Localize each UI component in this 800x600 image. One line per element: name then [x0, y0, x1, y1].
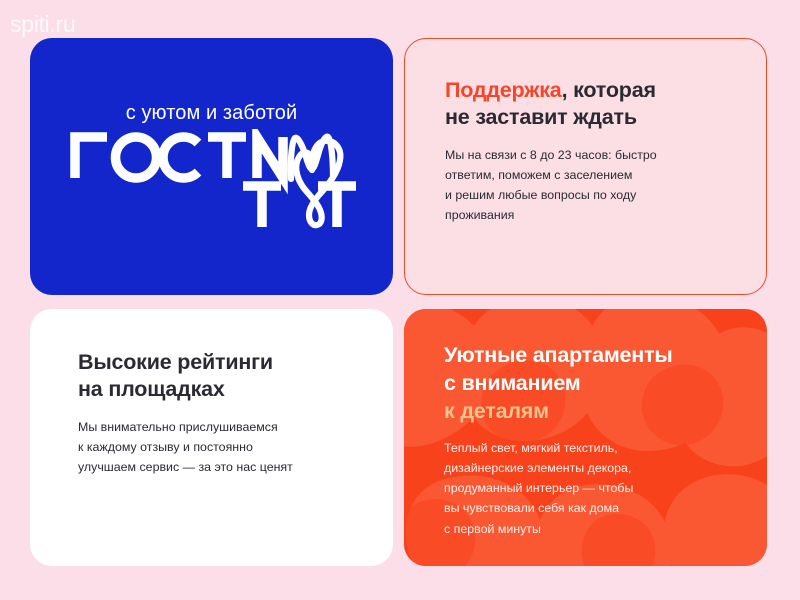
apartments-body-line2: дизайнерские элементы декора,	[444, 461, 632, 476]
ratings-body-line1: Мы внимательно прислушиваемся	[78, 419, 278, 434]
support-title-accent: Поддержка	[445, 78, 562, 102]
gostim-tut-logotype-icon	[69, 128, 356, 228]
support-title-rest: , которая	[561, 78, 656, 102]
brand-logo-card: с уютом и заботой	[30, 38, 393, 295]
watermark-spiti-ru: spiti.ru	[10, 11, 76, 37]
support-body-line3: и решим любые вопросы по ходу	[445, 187, 637, 202]
support-body-line2: ответим, поможем с заселением	[445, 167, 633, 182]
apartments-body-line3: продуманный интерьер — чтобы	[444, 481, 634, 496]
ratings-body-line2: к каждому отзыву и постоянно	[78, 439, 253, 454]
organic-blob-pattern	[404, 309, 767, 566]
ratings-title-line1: Высокие рейтинги	[78, 350, 273, 374]
ratings-body-line3: улучшаем сервис — за это нас ценят	[78, 459, 293, 474]
support-title-line2: не заставит ждать	[445, 105, 637, 130]
apartments-body-line4: вы чувствовали себя как дома	[444, 501, 620, 516]
apartments-card: Уютные апартаменты с вниманием к деталям…	[404, 309, 767, 566]
support-body-line1: Мы на связи с 8 до 23 часов: быстро	[445, 147, 657, 162]
ratings-title: Высокие рейтинги на площадках	[78, 349, 363, 404]
apartments-body-line5: с первой минуты	[444, 521, 541, 536]
apartments-content: Уютные апартаменты с вниманием к деталям…	[404, 309, 767, 539]
apartments-title: Уютные апартаменты с вниманием к деталям	[444, 342, 743, 426]
ratings-title-line2: на площадках	[78, 377, 225, 402]
brand-tagline: с уютом и заботой	[125, 101, 298, 124]
apartments-body-line1: Теплый свет, мягкий текстиль,	[444, 440, 618, 455]
ratings-body: Мы внимательно прислушиваемся к каждому …	[78, 417, 363, 477]
support-card: Поддержка, которая не заставит ждать Мы …	[404, 38, 767, 295]
support-title: Поддержка, которая не заставит ждать	[445, 77, 732, 132]
brand-logo	[67, 128, 357, 233]
support-body-line4: проживания	[445, 207, 515, 222]
apartments-title-accent: к деталям	[444, 398, 549, 423]
feature-card-grid: с уютом и заботой	[30, 38, 767, 566]
support-body: Мы на связи с 8 до 23 часов: быстро отве…	[445, 145, 732, 225]
apartments-title-line2: с вниманием	[444, 370, 581, 395]
ratings-card: Высокие рейтинги на площадках Мы внимате…	[30, 309, 393, 566]
apartments-body: Теплый свет, мягкий текстиль, дизайнерск…	[444, 438, 743, 539]
apartments-title-line1: Уютные апартаменты	[444, 343, 673, 367]
